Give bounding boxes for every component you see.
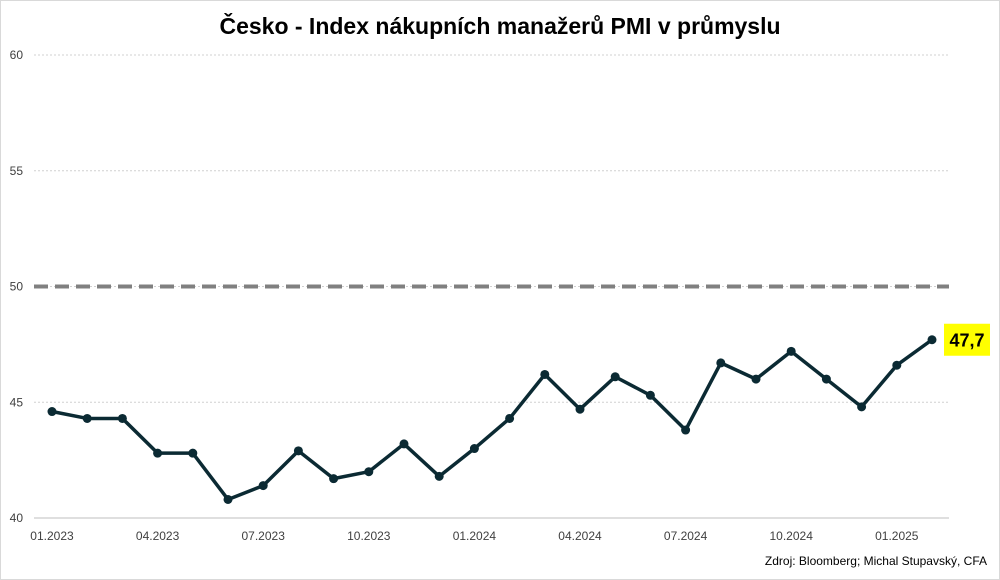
data-point: [716, 358, 726, 368]
y-tick-label: 45: [10, 395, 24, 409]
y-tick-label: 50: [10, 280, 24, 294]
data-point: [153, 448, 163, 458]
y-tick-label: 55: [10, 164, 24, 178]
data-point: [364, 467, 374, 477]
last-value-label: 47,7: [949, 331, 984, 351]
data-point: [223, 494, 233, 504]
data-point: [857, 402, 867, 412]
data-point: [892, 360, 902, 370]
data-point: [751, 374, 761, 384]
data-point: [82, 413, 92, 423]
chart-title: Česko - Index nákupních manažerů PMI v p…: [219, 13, 781, 39]
data-point: [47, 407, 57, 417]
x-tick-label: 10.2024: [770, 529, 814, 543]
x-tick-label: 01.2025: [875, 529, 919, 543]
data-point: [610, 372, 620, 382]
last-value-badge: [944, 323, 990, 356]
x-tick-label: 04.2024: [558, 529, 602, 543]
data-point: [786, 346, 796, 356]
data-point: [927, 335, 937, 345]
y-tick-label: 40: [10, 511, 24, 525]
data-point: [469, 444, 479, 454]
x-tick-label: 07.2023: [242, 529, 286, 543]
data-point: [258, 481, 268, 491]
data-point: [329, 474, 339, 484]
data-point: [434, 471, 444, 481]
data-point: [645, 390, 655, 400]
x-tick-label: 04.2023: [136, 529, 180, 543]
data-point: [117, 413, 127, 423]
y-tick-label: 60: [10, 48, 24, 62]
series-line: [50, 337, 934, 502]
data-point: [540, 369, 550, 379]
x-tick-label: 10.2023: [347, 529, 391, 543]
data-point: [821, 374, 831, 384]
data-point: [293, 446, 303, 456]
data-point: [188, 448, 198, 458]
data-point: [575, 404, 585, 414]
data-point: [505, 413, 515, 423]
x-tick-label: 01.2024: [453, 529, 497, 543]
data-point: [399, 439, 409, 449]
x-tick-label: 07.2024: [664, 529, 708, 543]
data-point: [681, 425, 691, 435]
x-tick-label: 01.2023: [30, 529, 74, 543]
source-note: Zdroj: Bloomberg; Michal Stupavský, CFA: [764, 554, 987, 568]
